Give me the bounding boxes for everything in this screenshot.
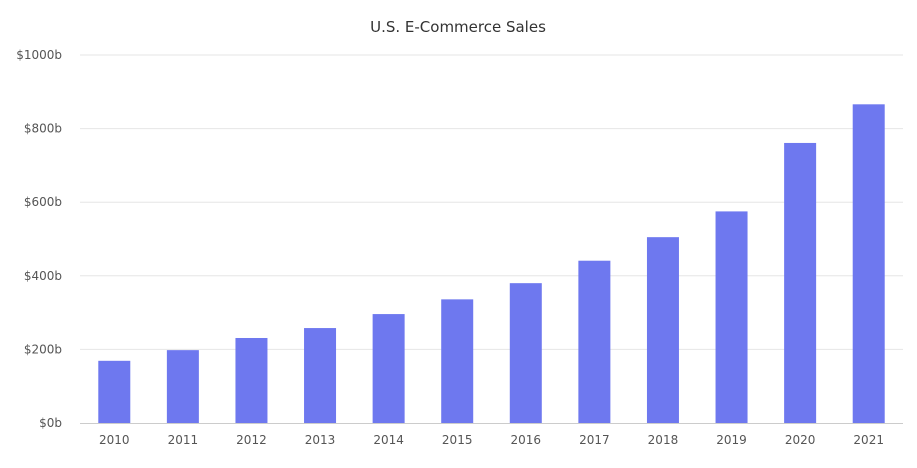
y-tick-label: $200b [24, 342, 62, 356]
x-tick-label: 2016 [511, 433, 542, 447]
bar [578, 260, 611, 423]
y-tick-label: $0b [39, 416, 62, 430]
x-tick-label: 2020 [785, 433, 816, 447]
bar [372, 314, 405, 423]
bars [98, 104, 885, 423]
bar [98, 360, 131, 423]
bar [715, 211, 748, 423]
gridlines [80, 54, 903, 350]
bar [509, 283, 542, 423]
x-tick-label: 2018 [648, 433, 679, 447]
x-tick-label: 2010 [99, 433, 130, 447]
x-axis-tick-labels: 2010 2011 2012 2013 2014 2015 2016 2017 2018 2019… [99, 433, 884, 447]
y-tick-label: $600b [24, 195, 62, 209]
bar [646, 237, 679, 423]
x-tick-label: 2015 [442, 433, 473, 447]
x-tick-label: 2012 [236, 433, 267, 447]
bar [441, 299, 474, 423]
bar [852, 104, 885, 423]
x-tick-label: 2013 [305, 433, 336, 447]
bar [235, 337, 268, 423]
y-tick-label: $400b [24, 269, 62, 283]
y-tick-label: $800b [24, 122, 62, 136]
chart-title: U.S. E-Commerce Sales [370, 18, 546, 36]
x-tick-label: 2021 [853, 433, 884, 447]
x-tick-label: 2011 [168, 433, 199, 447]
x-tick-label: 2019 [716, 433, 747, 447]
y-tick-label: $1000b [16, 48, 62, 62]
bar [304, 328, 337, 423]
y-axis-tick-labels: $0b $200b $400b $600b $800b $1000b [16, 48, 62, 430]
bar [166, 350, 199, 423]
x-tick-label: 2014 [373, 433, 404, 447]
bar [784, 142, 817, 423]
x-tick-label: 2017 [579, 433, 610, 447]
